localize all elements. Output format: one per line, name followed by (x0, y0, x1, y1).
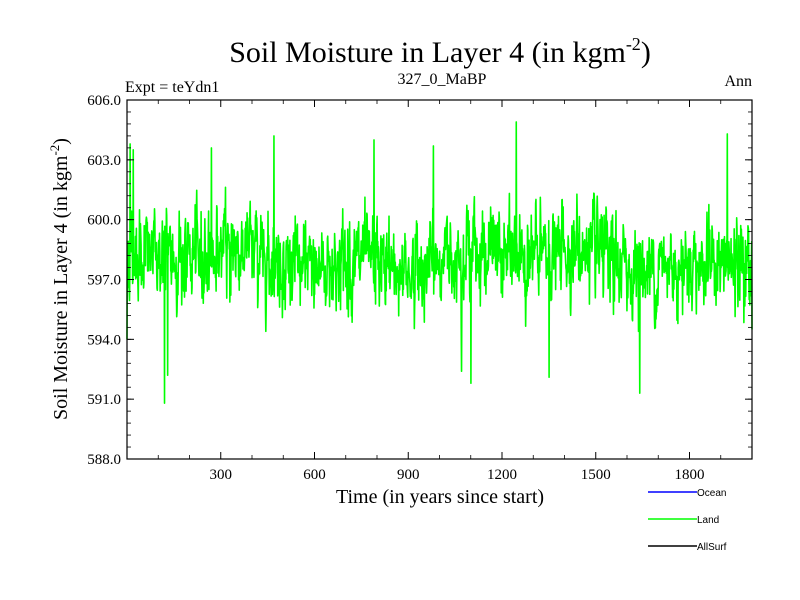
y-tick-label: 597.0 (87, 273, 121, 289)
x-tick-label: 900 (397, 467, 420, 483)
series-line-land (126, 121, 753, 404)
plot-frame (126, 99, 753, 460)
y-tick-label: 594.0 (87, 332, 121, 348)
subtitle-right: Ann (724, 73, 752, 90)
x-tick-label: 600 (303, 467, 326, 483)
chart-title: Soil Moisture in Layer 4 (in kgm-2) (229, 34, 651, 69)
y-axis-label-superscript: -2 (47, 145, 62, 156)
legend-label-land: Land (697, 515, 719, 526)
x-tick-label: 1500 (581, 467, 611, 483)
y-axis-label-close: ) (50, 138, 72, 145)
y-tick-label: 591.0 (87, 392, 121, 408)
y-tick-label: 603.0 (87, 153, 121, 169)
x-tick-label: 300 (210, 467, 233, 483)
subtitle-left: Expt = teYdn1 (125, 79, 219, 96)
chart-title-text: Soil Moisture in Layer 4 (in kgm (229, 36, 626, 69)
x-tick-label: 1200 (487, 467, 517, 483)
x-axis-label: Time (in years since start) (336, 486, 544, 508)
y-axis-label-text: Soil Moisture in Layer 4 (in kgm (50, 155, 72, 420)
y-tick-label: 600.0 (87, 213, 121, 229)
series-layer (126, 121, 753, 404)
legend-label-ocean: Ocean (697, 488, 726, 499)
y-tick-label: 588.0 (87, 452, 121, 468)
subtitle-center: 327_0_MaBP (398, 71, 487, 88)
chart-title-close: ) (641, 36, 651, 69)
y-axis-label: Soil Moisture in Layer 4 (in kgm-2) (47, 138, 72, 420)
y-tick-label: 606.0 (87, 93, 121, 109)
chart-title-superscript: -2 (626, 34, 641, 54)
x-tick-label: 1800 (675, 467, 705, 483)
legend-label-allsurf: AllSurf (697, 542, 727, 553)
legend: Ocean Land AllSurf (648, 488, 727, 553)
